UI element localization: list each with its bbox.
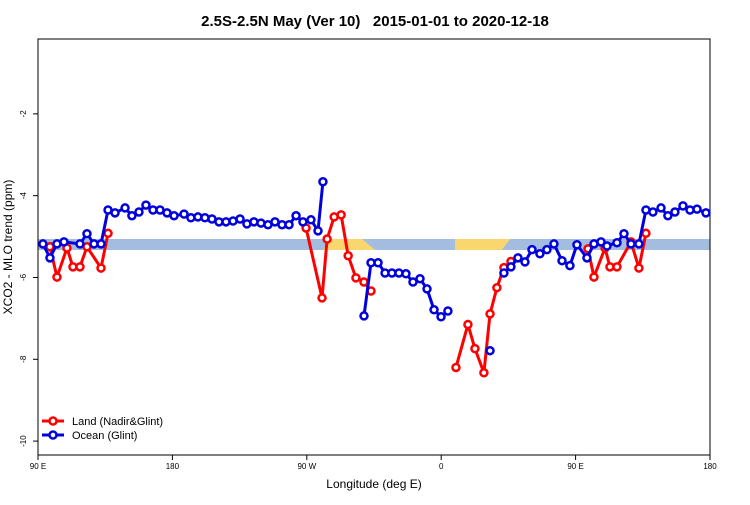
data-point <box>670 207 680 217</box>
data-point <box>45 253 55 263</box>
data-point <box>373 257 383 268</box>
data-point <box>663 210 673 221</box>
data-point <box>527 244 537 255</box>
legend-label: Land (Nadir&Glint) <box>72 416 163 428</box>
data-point <box>451 362 461 373</box>
data-point <box>565 260 575 271</box>
data-point <box>110 208 120 218</box>
data-point <box>506 262 516 272</box>
data-point <box>535 248 545 259</box>
data-point <box>103 228 113 239</box>
reference-band-highlight <box>455 239 510 250</box>
reference-band-highlight <box>323 239 375 250</box>
data-point <box>692 204 702 214</box>
data-point <box>596 237 606 247</box>
plot-frame <box>37 38 711 456</box>
data-point <box>470 343 480 354</box>
data-point <box>359 311 369 321</box>
data-point <box>520 257 530 267</box>
data-point <box>351 273 361 283</box>
data-point <box>634 239 644 249</box>
data-point <box>82 228 92 239</box>
data-point <box>463 319 473 330</box>
data-point <box>485 309 495 319</box>
data-point <box>318 177 328 187</box>
data-point <box>343 251 353 261</box>
data-point <box>336 210 346 220</box>
data-point <box>557 255 567 266</box>
data-point <box>179 209 189 219</box>
data-point <box>59 237 69 247</box>
data-point <box>52 272 62 282</box>
data-point <box>120 203 130 213</box>
data-point <box>313 226 323 236</box>
data-point <box>96 239 106 249</box>
data-point <box>75 262 85 272</box>
legend-marker <box>48 416 58 426</box>
x-tick-label: 180 <box>703 462 717 471</box>
data-point <box>429 305 439 315</box>
data-point <box>75 239 85 249</box>
data-point <box>641 228 651 239</box>
data-point <box>141 200 151 210</box>
data-point <box>298 217 308 227</box>
data-point <box>513 253 523 263</box>
data-point <box>443 306 453 316</box>
data-point <box>634 263 644 273</box>
data-point <box>542 244 552 255</box>
data-point <box>648 207 658 217</box>
y-axis-label: XCO2 - MLO trend (ppm) <box>1 180 15 315</box>
data-point <box>317 293 327 303</box>
data-point <box>169 210 179 221</box>
reference-band <box>38 239 710 250</box>
x-tick-label: 90 W <box>297 462 316 471</box>
data-point <box>235 214 245 224</box>
data-point <box>422 284 432 294</box>
x-tick-label: 180 <box>166 462 180 471</box>
y-tick-label: -6 <box>19 273 28 281</box>
data-point <box>678 201 688 211</box>
data-point <box>656 203 666 213</box>
series-line <box>48 212 648 374</box>
data-point <box>612 262 622 272</box>
data-point <box>602 241 612 251</box>
legend-marker <box>48 430 58 440</box>
chart-title: 2.5S-2.5N May (Ver 10) 2015-01-01 to 202… <box>201 13 549 30</box>
data-point <box>408 277 418 287</box>
x-tick-label: 90 E <box>567 462 583 471</box>
legend-label: Ocean (Glint) <box>72 430 137 442</box>
data-point <box>359 277 369 287</box>
data-point <box>492 282 502 293</box>
y-tick-label: -4 <box>19 192 28 200</box>
x-tick-label: 0 <box>439 462 444 471</box>
data-point <box>619 228 629 239</box>
data-point <box>499 268 509 278</box>
data-point <box>572 240 582 250</box>
data-point <box>322 234 332 244</box>
y-tick-label: -8 <box>19 355 28 363</box>
data-point <box>38 239 48 249</box>
data-point <box>589 272 599 282</box>
data-point <box>401 269 411 279</box>
data-point <box>134 207 144 217</box>
data-point <box>306 215 316 225</box>
data-point <box>626 239 636 249</box>
y-tick-label: -10 <box>19 435 28 447</box>
data-point <box>485 345 495 356</box>
data-point <box>96 263 106 273</box>
data-point <box>291 210 301 221</box>
data-point <box>612 237 622 248</box>
x-tick-label: 90 E <box>30 462 46 471</box>
x-axis-label: Longitude (deg E) <box>326 477 421 491</box>
data-point <box>415 273 425 284</box>
data-point <box>701 208 711 218</box>
y-tick-label: -2 <box>19 110 28 118</box>
data-point <box>582 253 592 263</box>
data-point <box>127 210 137 221</box>
data-point <box>436 311 446 322</box>
data-point <box>549 239 559 249</box>
data-point <box>479 368 489 378</box>
data-point <box>284 219 294 230</box>
